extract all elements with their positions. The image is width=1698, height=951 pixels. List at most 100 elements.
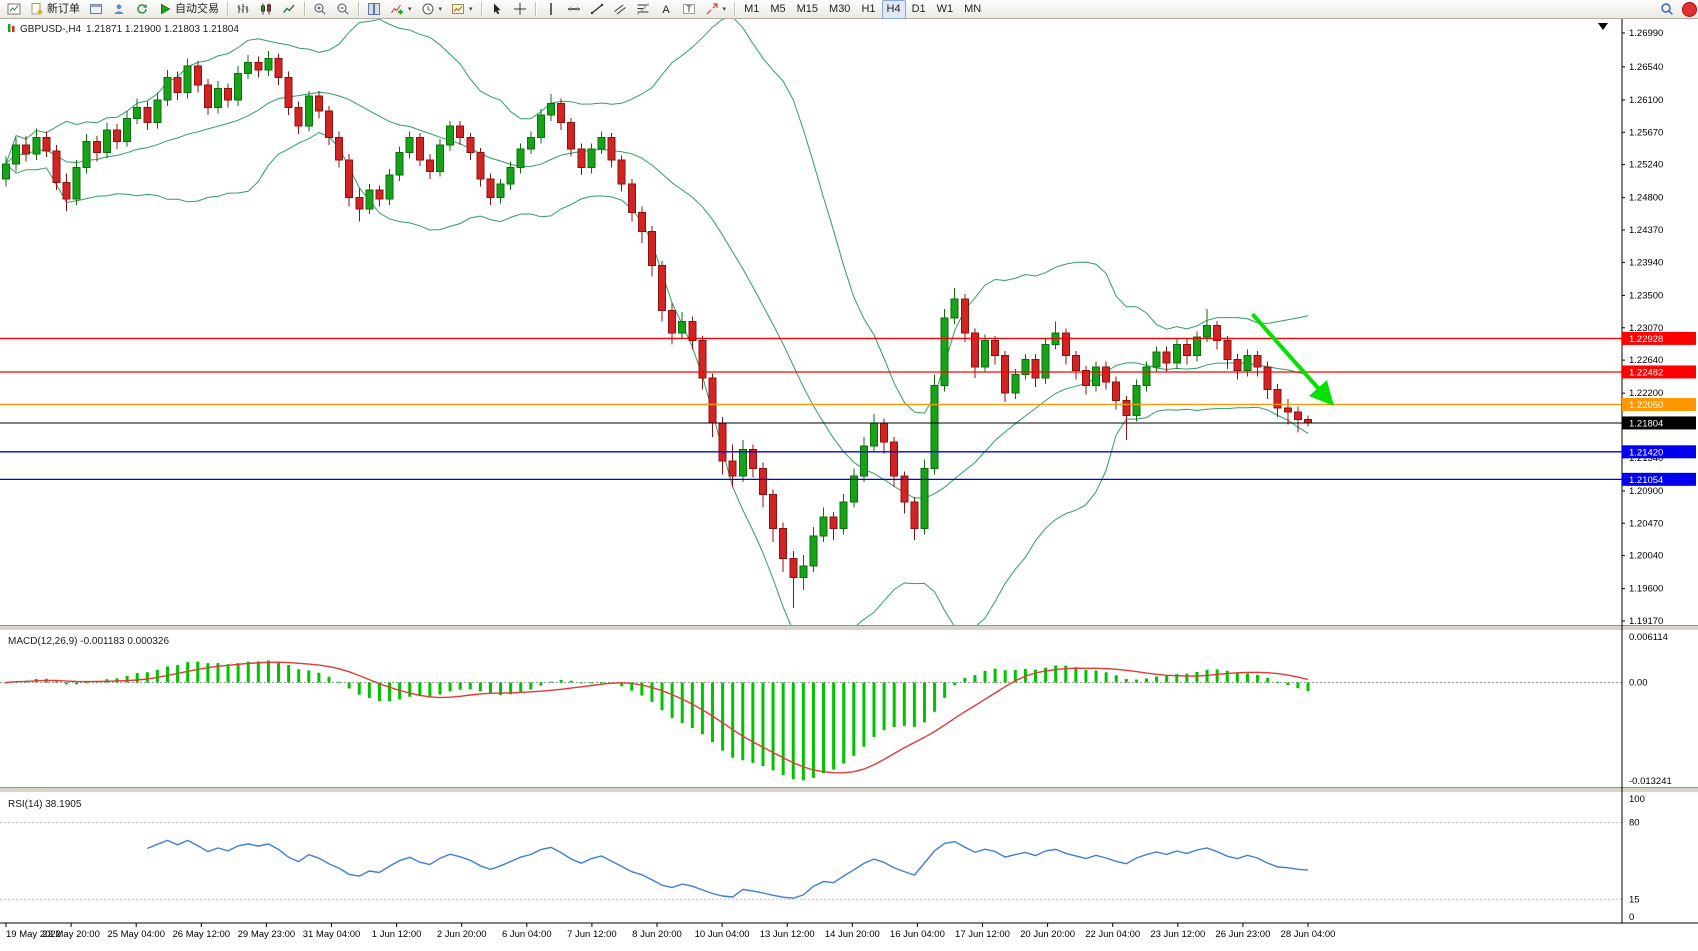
candle (930, 385, 939, 469)
zoom-out-button[interactable] (332, 0, 354, 19)
chart-title-icon (8, 24, 11, 32)
tf-d1[interactable]: D1 (907, 0, 931, 19)
channel-button[interactable] (609, 0, 631, 19)
tf-h4[interactable]: H4 (881, 0, 906, 19)
trend-arrow[interactable] (1250, 312, 1334, 406)
macd-histogram-bar (499, 682, 503, 696)
candle (1263, 366, 1272, 390)
new-order-button[interactable]: 新订单 (26, 0, 84, 19)
tile-windows-button[interactable] (363, 0, 385, 19)
zoom-in-button[interactable] (309, 0, 331, 19)
price-tick-label: 1.23070 (1629, 323, 1663, 334)
labelT-icon: T (682, 4, 695, 14)
bar-chart-button[interactable] (232, 0, 254, 19)
candle (213, 88, 222, 108)
main-pane[interactable]: GBPUSD-,H4 1.21871 1.21900 1.21803 1.2180… (0, 19, 1622, 649)
price-axis[interactable]: 1.26990 1.26540 1.26100 1.25670 1.25240 1.248… (1598, 19, 1696, 923)
scale-anchor-icon[interactable] (1598, 23, 1608, 30)
templates-button[interactable] (447, 0, 477, 19)
price-tick-label: 1.22640 (1629, 355, 1663, 366)
macd-histogram-bar (509, 682, 513, 695)
time-tick-label: 26 Jun 23:00 (1215, 929, 1270, 940)
candle (1293, 411, 1302, 420)
candle (819, 516, 828, 537)
macd-histogram-bar (660, 682, 664, 711)
candle (1203, 324, 1212, 338)
vertical-line-button[interactable] (540, 0, 562, 19)
notification-badge[interactable] (1682, 1, 1697, 17)
candle (970, 332, 979, 368)
tf-h1[interactable]: H1 (856, 0, 880, 19)
fibonacci-button[interactable] (632, 0, 654, 19)
candle (1273, 388, 1282, 409)
candle (1283, 407, 1292, 413)
arrows-button[interactable] (701, 0, 731, 19)
candle (1112, 381, 1121, 402)
price-tick-label: 1.26540 (1629, 62, 1663, 73)
candle (466, 137, 475, 154)
indicators-button[interactable] (386, 0, 416, 19)
time-tick-label: 31 May 04:00 (303, 929, 361, 940)
candle (960, 298, 969, 334)
time-tick-label: 16 Jun 04:00 (890, 929, 945, 940)
macd-histogram-bar (165, 666, 169, 683)
candle (597, 137, 606, 150)
candle (355, 197, 364, 210)
macd-histogram-bar (1003, 670, 1007, 683)
candle (1142, 366, 1151, 387)
horizontal-line-button[interactable] (563, 0, 585, 19)
macd-histogram-bar (731, 682, 735, 758)
tf-mn[interactable]: MN (959, 0, 986, 19)
macd-histogram-bar (1195, 671, 1199, 683)
macd-histogram-bar (943, 682, 947, 698)
candle (82, 140, 91, 169)
macd-histogram-bar (367, 682, 371, 698)
candles-icon (261, 3, 271, 15)
price-tick-label: 1.26990 (1629, 28, 1663, 39)
profiles-button[interactable] (108, 0, 130, 19)
tf-m30[interactable]: M30 (824, 0, 855, 19)
chart-window-button[interactable] (85, 0, 107, 19)
pane-separator[interactable] (0, 787, 1698, 793)
search-button[interactable] (1656, 0, 1678, 19)
tf-w1[interactable]: W1 (932, 0, 959, 19)
candle (789, 558, 798, 578)
autotrading-button[interactable]: 自动交易 (154, 0, 223, 19)
charts-button[interactable] (3, 0, 25, 19)
tf-m5[interactable]: M5 (765, 0, 790, 19)
tf-m1[interactable]: M1 (739, 0, 764, 19)
macd-histogram-bar (448, 682, 452, 692)
candle (183, 65, 192, 93)
candle (910, 501, 919, 530)
candlestick-chart-button[interactable] (255, 0, 277, 19)
periods-button[interactable] (417, 0, 447, 19)
price-tick-label: 1.23940 (1629, 257, 1663, 268)
macd-histogram-bar (307, 670, 311, 683)
crosshair-button[interactable] (509, 0, 531, 19)
macd-histogram-bar (236, 663, 240, 683)
macd-histogram-bar (1074, 667, 1078, 683)
text-button[interactable]: A (655, 0, 677, 19)
macd-label: MACD(12,26,9) -0.001183 0.000326 (8, 636, 169, 647)
cursor-button[interactable] (486, 0, 508, 19)
macd-histogram-bar (1205, 669, 1209, 683)
pane-separator[interactable] (0, 625, 1698, 631)
macd-histogram-bar (771, 682, 775, 771)
toolbar-separator (227, 2, 228, 16)
candle (708, 377, 717, 424)
trendline-button[interactable] (586, 0, 608, 19)
macd-histogram-bar (287, 664, 291, 683)
tf-m15[interactable]: M15 (792, 0, 823, 19)
macd-histogram-bar (1245, 673, 1249, 683)
rsi-axis-label: 100 (1629, 794, 1645, 805)
clock-icon (422, 3, 434, 15)
macd-pane[interactable]: MACD(12,26,9) -0.001183 0.000326 (0, 636, 1622, 781)
macd-histogram-bar (1235, 672, 1239, 683)
chart-canvas[interactable]: GBPUSD-,H4 1.21871 1.21900 1.21803 1.2180… (0, 19, 1698, 946)
rsi-pane[interactable]: RSI(14) 38.1905 (0, 799, 1622, 900)
line-chart-button[interactable] (278, 0, 300, 19)
refresh-button[interactable] (131, 0, 153, 19)
label-button[interactable]: T (678, 0, 700, 19)
candle (870, 422, 878, 447)
